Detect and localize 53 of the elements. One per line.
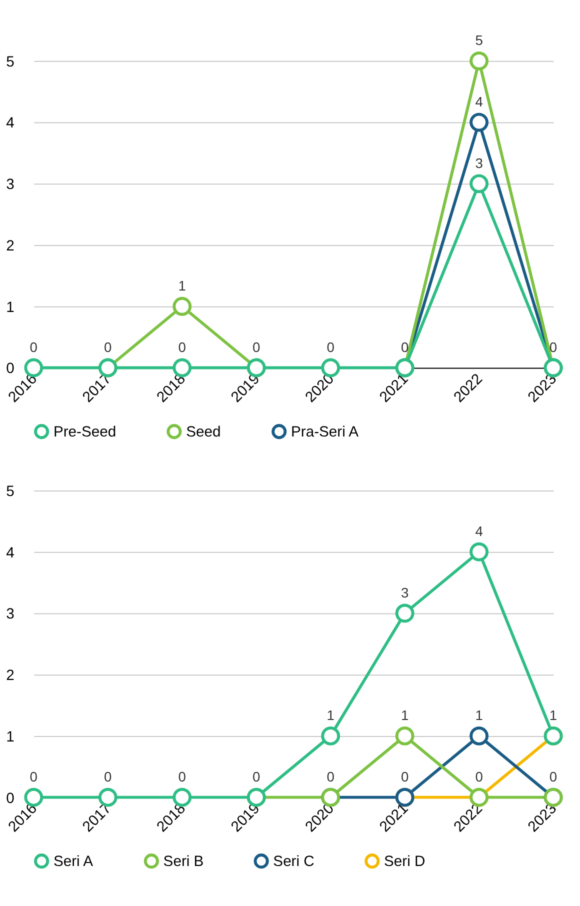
point xyxy=(172,296,192,316)
legend-label: Seri A xyxy=(53,854,94,870)
data-label: 0 xyxy=(549,338,558,355)
legend-label: Pre-Seed xyxy=(53,424,116,440)
data-label: 1 xyxy=(475,707,484,724)
point xyxy=(321,726,340,746)
y-tick-label: 2 xyxy=(6,238,14,254)
data-label: 0 xyxy=(326,338,335,355)
y-tick-label: 0 xyxy=(6,790,14,807)
data-label: 0 xyxy=(400,338,409,355)
data-label: 3 xyxy=(475,154,484,171)
data-label: 0 xyxy=(326,768,335,784)
data-label: 0 xyxy=(252,338,260,355)
point xyxy=(470,726,489,746)
y-tick-label: 5 xyxy=(6,484,14,500)
y-tick-label: 4 xyxy=(6,545,14,562)
data-label: 0 xyxy=(178,338,186,355)
data-label: 0 xyxy=(549,768,558,784)
legend-label: Seed xyxy=(186,424,221,440)
data-label: 1 xyxy=(178,278,186,294)
legend-label: Seri C xyxy=(273,854,315,870)
point xyxy=(470,542,489,562)
y-tick-label: 4 xyxy=(6,116,14,132)
y-tick-label: 1 xyxy=(6,300,14,316)
data-label: 1 xyxy=(400,707,409,724)
data-label: 0 xyxy=(104,768,112,784)
legend-label: Seri D xyxy=(384,854,426,870)
y-tick-label: 0 xyxy=(6,361,14,378)
y-tick-label: 5 xyxy=(6,54,14,70)
data-label: 4 xyxy=(475,523,484,540)
point xyxy=(470,112,489,132)
y-tick-label: 3 xyxy=(6,177,14,194)
point xyxy=(395,726,414,746)
data-label: 1 xyxy=(549,707,558,724)
y-tick-label: 2 xyxy=(6,668,14,684)
data-label: 0 xyxy=(30,768,38,784)
y-tick-label: 1 xyxy=(6,729,14,746)
data-label: 0 xyxy=(104,338,112,355)
data-label: 0 xyxy=(400,768,409,784)
data-label: 0 xyxy=(178,768,186,784)
data-label: 0 xyxy=(475,768,484,784)
y-tick-label: 3 xyxy=(6,606,14,623)
legend-label: Seri B xyxy=(163,854,204,870)
point xyxy=(470,174,489,194)
point xyxy=(395,604,414,623)
data-label: 5 xyxy=(475,32,484,48)
data-label: 4 xyxy=(475,93,484,110)
point xyxy=(470,51,489,70)
data-label: 0 xyxy=(252,768,260,784)
legend-label: Pra-Seri A xyxy=(290,424,359,440)
data-label: 1 xyxy=(326,707,335,724)
data-label: 0 xyxy=(30,338,38,355)
data-label: 3 xyxy=(400,584,409,600)
